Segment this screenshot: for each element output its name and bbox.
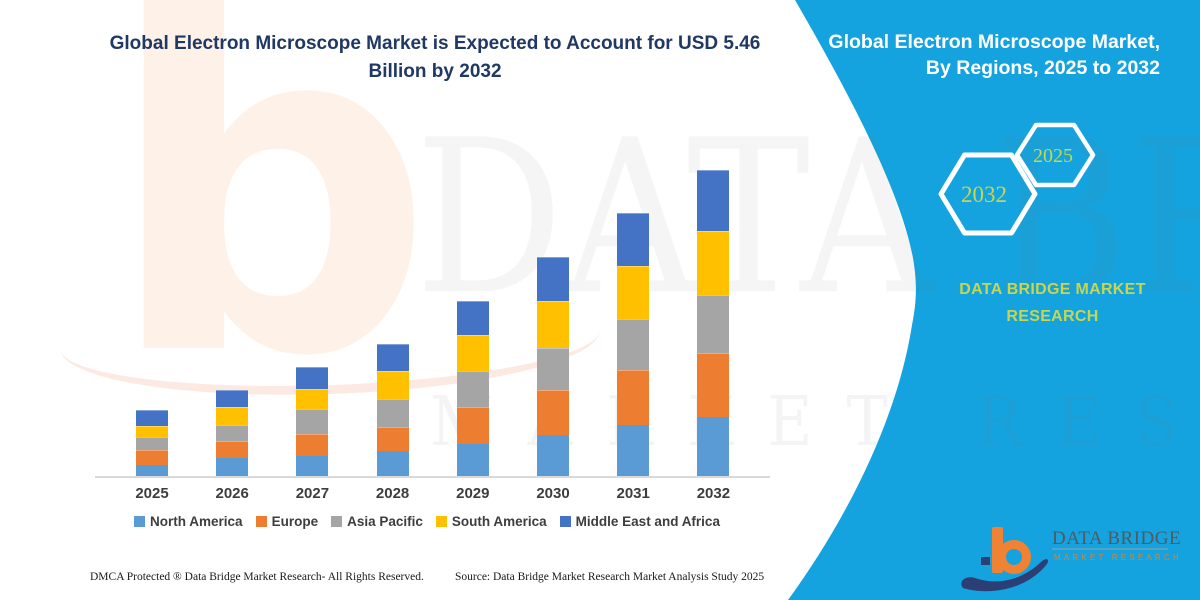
legend-label: Europe: [271, 514, 319, 529]
logo-b-bowl: [997, 540, 1031, 574]
bar-segment-middle-east-and-africa: [617, 212, 650, 267]
chart-legend: North America Europe Asia Pacific South Ame…: [88, 514, 766, 529]
footer-source-text: Source: Data Bridge Market Research Mark…: [455, 571, 765, 583]
bar-segment-south-america: [296, 388, 329, 409]
x-axis-label-2026: 2026: [215, 485, 249, 502]
bar-2032: [697, 170, 730, 476]
sidebar-title-line1: Global Electron Microscope Market,: [828, 31, 1160, 53]
databridge-logo-icon: [961, 527, 1168, 592]
sidebar-title: Global Electron Microscope Market, By Re…: [800, 30, 1160, 81]
sidebar-brand-line2: RESEARCH: [1006, 308, 1099, 325]
bar-segment-north-america: [216, 458, 249, 476]
bar-segment-north-america: [136, 464, 168, 476]
bar-segment-middle-east-and-africa: [537, 257, 569, 302]
bar-segment-south-america: [697, 231, 730, 295]
bar-segment-europe: [136, 450, 168, 465]
bar-segment-north-america: [456, 443, 489, 476]
logo-tagline-text: MARKET RESEARCH: [1054, 553, 1182, 562]
bar-segment-europe: [456, 407, 489, 444]
bar-2026: [216, 389, 249, 476]
sidebar-panel-shape: [788, 0, 1200, 600]
legend-swatch-icon: [435, 516, 447, 527]
bar-segment-north-america: [697, 416, 730, 476]
bar-segment-middle-east-and-africa: [216, 389, 249, 407]
bar-2025: [136, 409, 168, 476]
bar-segment-europe: [697, 352, 730, 417]
bar-segment-middle-east-and-africa: [376, 344, 409, 371]
bar-segment-south-america: [456, 335, 489, 372]
legend-swatch-icon: [559, 516, 571, 527]
bar-2031: [617, 212, 650, 476]
bar-segment-south-america: [617, 266, 650, 320]
bar-segment-south-america: [216, 406, 249, 426]
x-axis-label-2030: 2030: [536, 485, 570, 502]
sidebar-brand-line1: DATA BRIDGE MARKET: [959, 281, 1146, 298]
bar-segment-europe: [296, 434, 329, 457]
bar-segment-south-america: [537, 301, 569, 348]
sidebar-brand-text: DATA BRIDGE MARKET RESEARCH: [940, 276, 1165, 330]
bar-segment-europe: [216, 440, 249, 459]
bar-segment-middle-east-and-africa: [697, 170, 730, 232]
bar-segment-north-america: [376, 450, 409, 476]
legend-item-north-america: North America: [134, 514, 243, 529]
legend-item-asia-pacific: Asia Pacific: [331, 514, 423, 529]
bar-segment-europe: [537, 390, 569, 435]
bar-segment-asia-pacific: [376, 399, 409, 427]
logo-swoosh: [961, 559, 1049, 592]
x-axis-label-2027: 2027: [295, 485, 330, 502]
legend-label: Asia Pacific: [347, 514, 423, 529]
logo-name-text: DATA BRIDGE: [1052, 528, 1182, 549]
legend-swatch-icon: [134, 516, 146, 527]
x-axis-label-2028: 2028: [375, 485, 410, 502]
bar-segment-asia-pacific: [697, 294, 730, 353]
sidebar-title-line2: By Regions, 2025 to 2032: [925, 56, 1160, 79]
x-axis-label-2031: 2031: [616, 485, 650, 502]
bar-2027: [296, 366, 329, 476]
bar-segment-north-america: [617, 425, 650, 476]
bar-segment-north-america: [537, 434, 569, 476]
legend-item-europe: Europe: [255, 514, 319, 529]
x-axis-label-2025: 2025: [135, 485, 169, 502]
bar-segment-asia-pacific: [537, 347, 569, 391]
bar-segment-middle-east-and-africa: [136, 409, 168, 426]
bar-segment-asia-pacific: [617, 319, 650, 371]
chart-title: Global Electron Microscope Market is Exp…: [109, 33, 761, 82]
bar-segment-south-america: [376, 370, 409, 400]
bar-segment-south-america: [136, 425, 168, 437]
legend-label: South America: [451, 514, 547, 529]
bar-segment-asia-pacific: [136, 436, 168, 451]
legend-item-south-america: South America: [435, 514, 547, 529]
x-axis-line: [95, 476, 770, 478]
bar-segment-asia-pacific: [296, 408, 329, 434]
bar-segment-middle-east-and-africa: [296, 366, 329, 389]
bar-2028: [376, 344, 409, 476]
bar-2029: [456, 301, 489, 476]
bar-segment-middle-east-and-africa: [456, 301, 489, 336]
bar-segment-europe: [617, 370, 650, 426]
legend-swatch-icon: [331, 516, 343, 527]
logo-notch: [981, 557, 990, 565]
x-axis-label-2029: 2029: [456, 485, 490, 502]
legend-item-middle-east-and-africa: Middle East and Africa: [559, 514, 720, 529]
bar-2030: [537, 257, 569, 476]
x-axis-label-2032: 2032: [696, 485, 731, 502]
legend-label: North America: [150, 514, 243, 529]
bar-segment-asia-pacific: [456, 371, 489, 408]
bar-segment-north-america: [296, 456, 329, 476]
bar-segment-asia-pacific: [216, 425, 249, 441]
legend-label: Middle East and Africa: [575, 514, 720, 529]
legend-swatch-icon: [255, 516, 267, 527]
bar-segment-europe: [376, 426, 409, 451]
footer-dmca-text: DMCA Protected ® Data Bridge Market Rese…: [90, 571, 424, 583]
